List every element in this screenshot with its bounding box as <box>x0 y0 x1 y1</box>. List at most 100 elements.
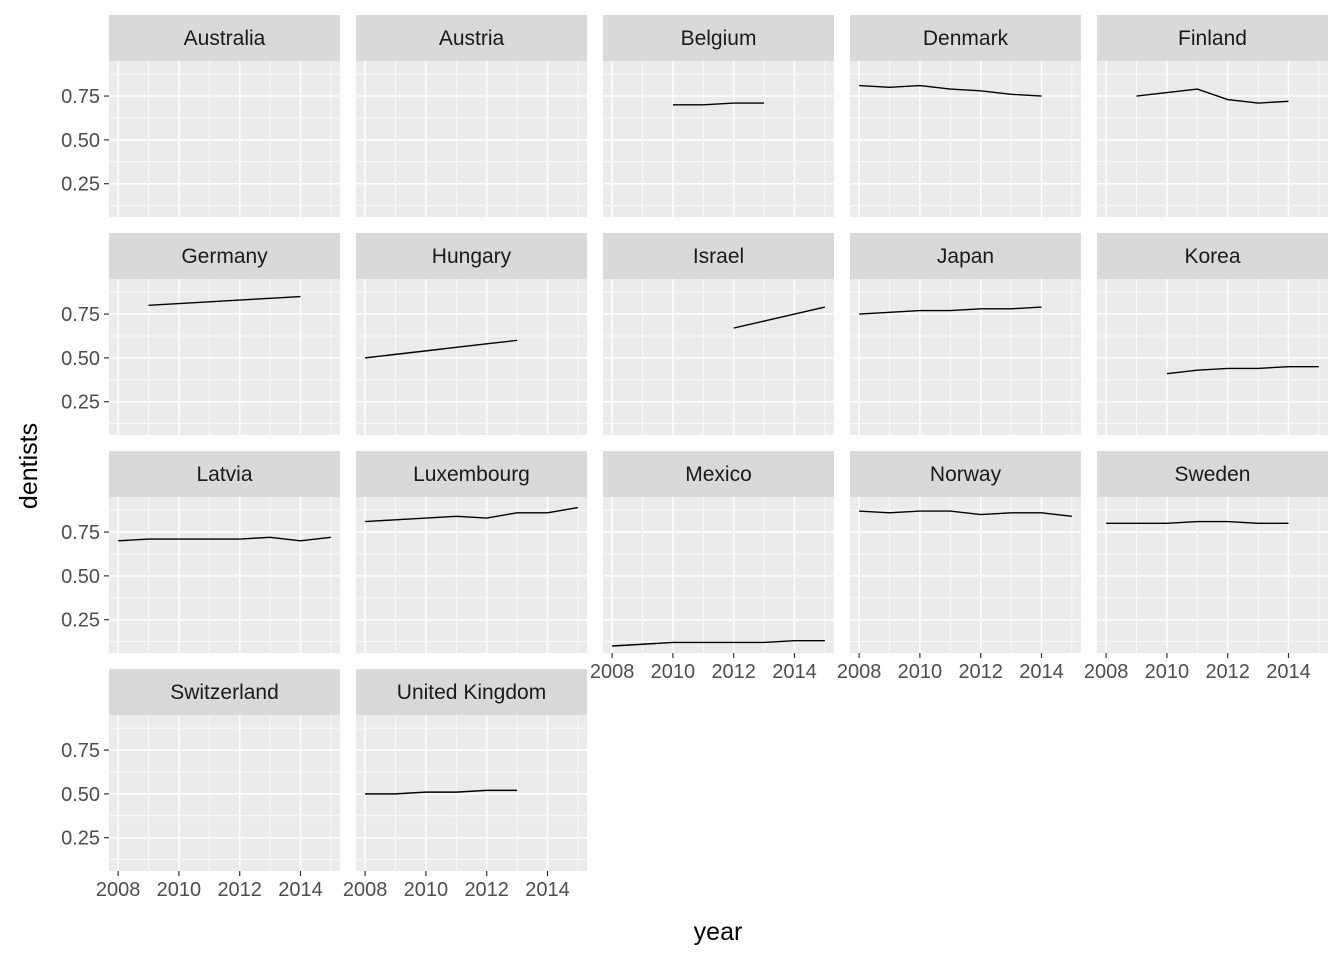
facet-austria: Austria <box>356 15 587 217</box>
facet-norway: Norway <box>850 451 1081 653</box>
facet-label: Latvia <box>196 463 252 486</box>
facet-label: Norway <box>930 463 1002 486</box>
series-line-sweden <box>1106 520 1289 524</box>
x-tick-label: 2010 <box>157 879 202 901</box>
facet-panel-bg <box>850 497 1081 653</box>
x-tick-label: 2010 <box>404 879 449 901</box>
facet-panel-bg <box>356 279 587 435</box>
y-tick-label: 0.75 <box>61 740 100 762</box>
facet-israel: Israel <box>603 233 834 435</box>
facet-strip <box>356 233 587 279</box>
facet-label: Denmark <box>923 27 1009 50</box>
facet-belgium: Belgium <box>603 15 834 217</box>
facet-strip <box>356 15 587 61</box>
series-line-israel <box>733 306 826 329</box>
series-line-japan <box>859 306 1042 315</box>
facet-panel-bg <box>109 61 340 217</box>
facet-label: Germany <box>181 245 268 268</box>
facet-panel-bg <box>603 279 834 435</box>
facet-label: Japan <box>937 245 994 268</box>
facet-panel-bg <box>850 61 1081 217</box>
facet-japan: Japan <box>850 233 1081 435</box>
x-tick-label: 2014 <box>278 879 323 901</box>
facet-hungary: Hungary <box>356 233 587 435</box>
y-tick-label: 0.50 <box>61 130 100 152</box>
facet-label: Hungary <box>432 245 512 268</box>
facet-strip <box>603 15 834 61</box>
facet-panel-bg <box>603 497 834 653</box>
x-axis-title: year <box>694 918 743 946</box>
facet-panels: Australia Austria Belgium Denmark Finland Ger… <box>109 15 1328 871</box>
x-tick-label: 2008 <box>96 879 141 901</box>
axes: 0.25 0.50 0.75 0.25 0.50 0.75 0.25 0.50 0.75 2008… <box>61 86 1311 901</box>
x-tick-label: 2012 <box>958 661 1003 683</box>
facet-denmark: Denmark <box>850 15 1081 217</box>
facet-label: Australia <box>184 27 266 50</box>
facet-strip <box>1097 15 1328 61</box>
y-tick-label: 0.75 <box>61 86 100 108</box>
y-tick-label: 0.75 <box>61 522 100 544</box>
x-tick-label: 2014 <box>772 661 817 683</box>
y-tick-label: 0.50 <box>61 348 100 370</box>
x-tick-label: 2010 <box>898 661 943 683</box>
facet-finland: Finland <box>1097 15 1328 217</box>
facet-label: Switzerland <box>170 681 279 704</box>
facet-label: Korea <box>1184 245 1240 268</box>
facet-label: Luxembourg <box>413 463 530 486</box>
facet-label: Sweden <box>1175 463 1251 486</box>
facet-strip <box>356 669 587 715</box>
facet-strip <box>1097 233 1328 279</box>
facet-panel-bg <box>850 279 1081 435</box>
x-tick-label: 2010 <box>651 661 696 683</box>
x-tick-label: 2008 <box>1084 661 1129 683</box>
series-line-mexico <box>612 640 825 647</box>
facet-germany: Germany <box>109 233 340 435</box>
facet-panel-bg <box>109 497 340 653</box>
facet-strip <box>356 451 587 497</box>
facet-label: Austria <box>439 27 505 50</box>
series-line-korea <box>1166 365 1319 375</box>
facet-strip <box>109 233 340 279</box>
x-tick-label: 2010 <box>1145 661 1190 683</box>
series-line-norway <box>859 510 1072 517</box>
facet-strip <box>850 233 1081 279</box>
facet-latvia: Latvia <box>109 451 340 653</box>
y-tick-label: 0.75 <box>61 304 100 326</box>
y-tick-label: 0.25 <box>61 828 100 850</box>
series-line-belgium <box>672 102 765 106</box>
x-tick-label: 2012 <box>464 879 509 901</box>
x-tick-label: 2014 <box>1019 661 1064 683</box>
y-tick-label: 0.50 <box>61 566 100 588</box>
series-line-luxembourg <box>365 506 578 523</box>
series-line-united-kingdom <box>365 789 518 795</box>
x-tick-label: 2014 <box>525 879 570 901</box>
series-line-latvia <box>118 536 331 542</box>
facet-label: Finland <box>1178 27 1247 50</box>
facet-mexico: Mexico <box>603 451 834 653</box>
facet-panel-bg <box>356 715 587 871</box>
facet-strip <box>850 15 1081 61</box>
facet-united-kingdom: United Kingdom <box>356 669 587 871</box>
facet-panel-bg <box>109 715 340 871</box>
facet-korea: Korea <box>1097 233 1328 435</box>
facet-label: United Kingdom <box>397 681 546 704</box>
facet-australia: Australia <box>109 15 340 217</box>
y-tick-label: 0.25 <box>61 174 100 196</box>
y-tick-label: 0.25 <box>61 610 100 632</box>
series-line-germany <box>148 295 301 306</box>
facet-sweden: Sweden <box>1097 451 1328 653</box>
facet-label: Mexico <box>685 463 752 486</box>
facet-panel-bg <box>1097 497 1328 653</box>
x-tick-label: 2008 <box>837 661 882 683</box>
facet-strip <box>850 451 1081 497</box>
series-line-denmark <box>859 84 1042 97</box>
y-tick-label: 0.25 <box>61 392 100 414</box>
series-line-hungary <box>365 339 518 359</box>
x-tick-label: 2008 <box>343 879 388 901</box>
facet-panel-bg <box>1097 61 1328 217</box>
facet-panel-bg <box>603 61 834 217</box>
facet-label: Belgium <box>681 27 757 50</box>
facet-strip <box>603 233 834 279</box>
facet-strip <box>603 451 834 497</box>
